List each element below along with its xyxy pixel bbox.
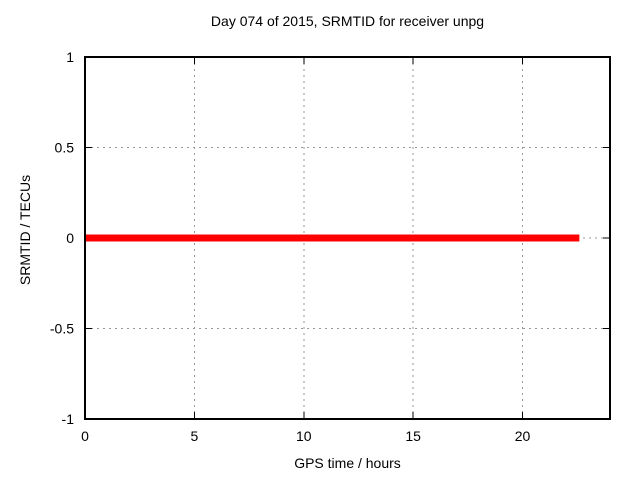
x-tick-label: 5 (190, 428, 198, 444)
y-axis-label: SRMTID / TECUs (17, 174, 33, 286)
y-tick-label: -0.5 (50, 321, 74, 337)
x-tick-label: 20 (515, 428, 531, 444)
x-axis-label: GPS time / hours (294, 455, 401, 471)
chart-title: Day 074 of 2015, SRMTID for receiver unp… (210, 13, 485, 29)
x-tick-label: 15 (405, 428, 421, 444)
y-tick-label: 0 (66, 230, 74, 246)
x-tick-label: 10 (296, 428, 312, 444)
plot-border (84, 56, 611, 420)
y-tick-label: -1 (62, 411, 75, 427)
y-tick-label: 1 (66, 49, 74, 65)
y-tick-label: 0.5 (55, 140, 75, 156)
x-tick-label: 0 (81, 428, 89, 444)
